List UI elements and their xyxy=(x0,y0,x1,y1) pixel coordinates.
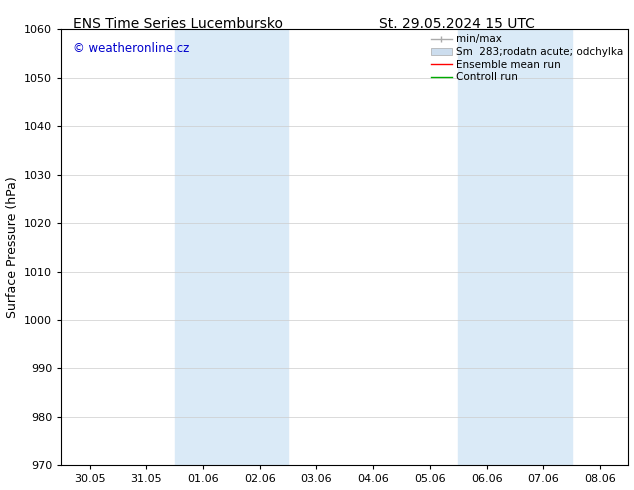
Text: ENS Time Series Lucembursko: ENS Time Series Lucembursko xyxy=(72,17,283,31)
Bar xyxy=(458,29,572,465)
Y-axis label: Surface Pressure (hPa): Surface Pressure (hPa) xyxy=(6,176,18,318)
Text: © weatheronline.cz: © weatheronline.cz xyxy=(73,42,189,55)
Legend: min/max, Sm  283;rodatn acute; odchylka, Ensemble mean run, Controll run: min/max, Sm 283;rodatn acute; odchylka, … xyxy=(429,32,625,84)
Bar xyxy=(175,29,288,465)
Text: St. 29.05.2024 15 UTC: St. 29.05.2024 15 UTC xyxy=(378,17,534,31)
